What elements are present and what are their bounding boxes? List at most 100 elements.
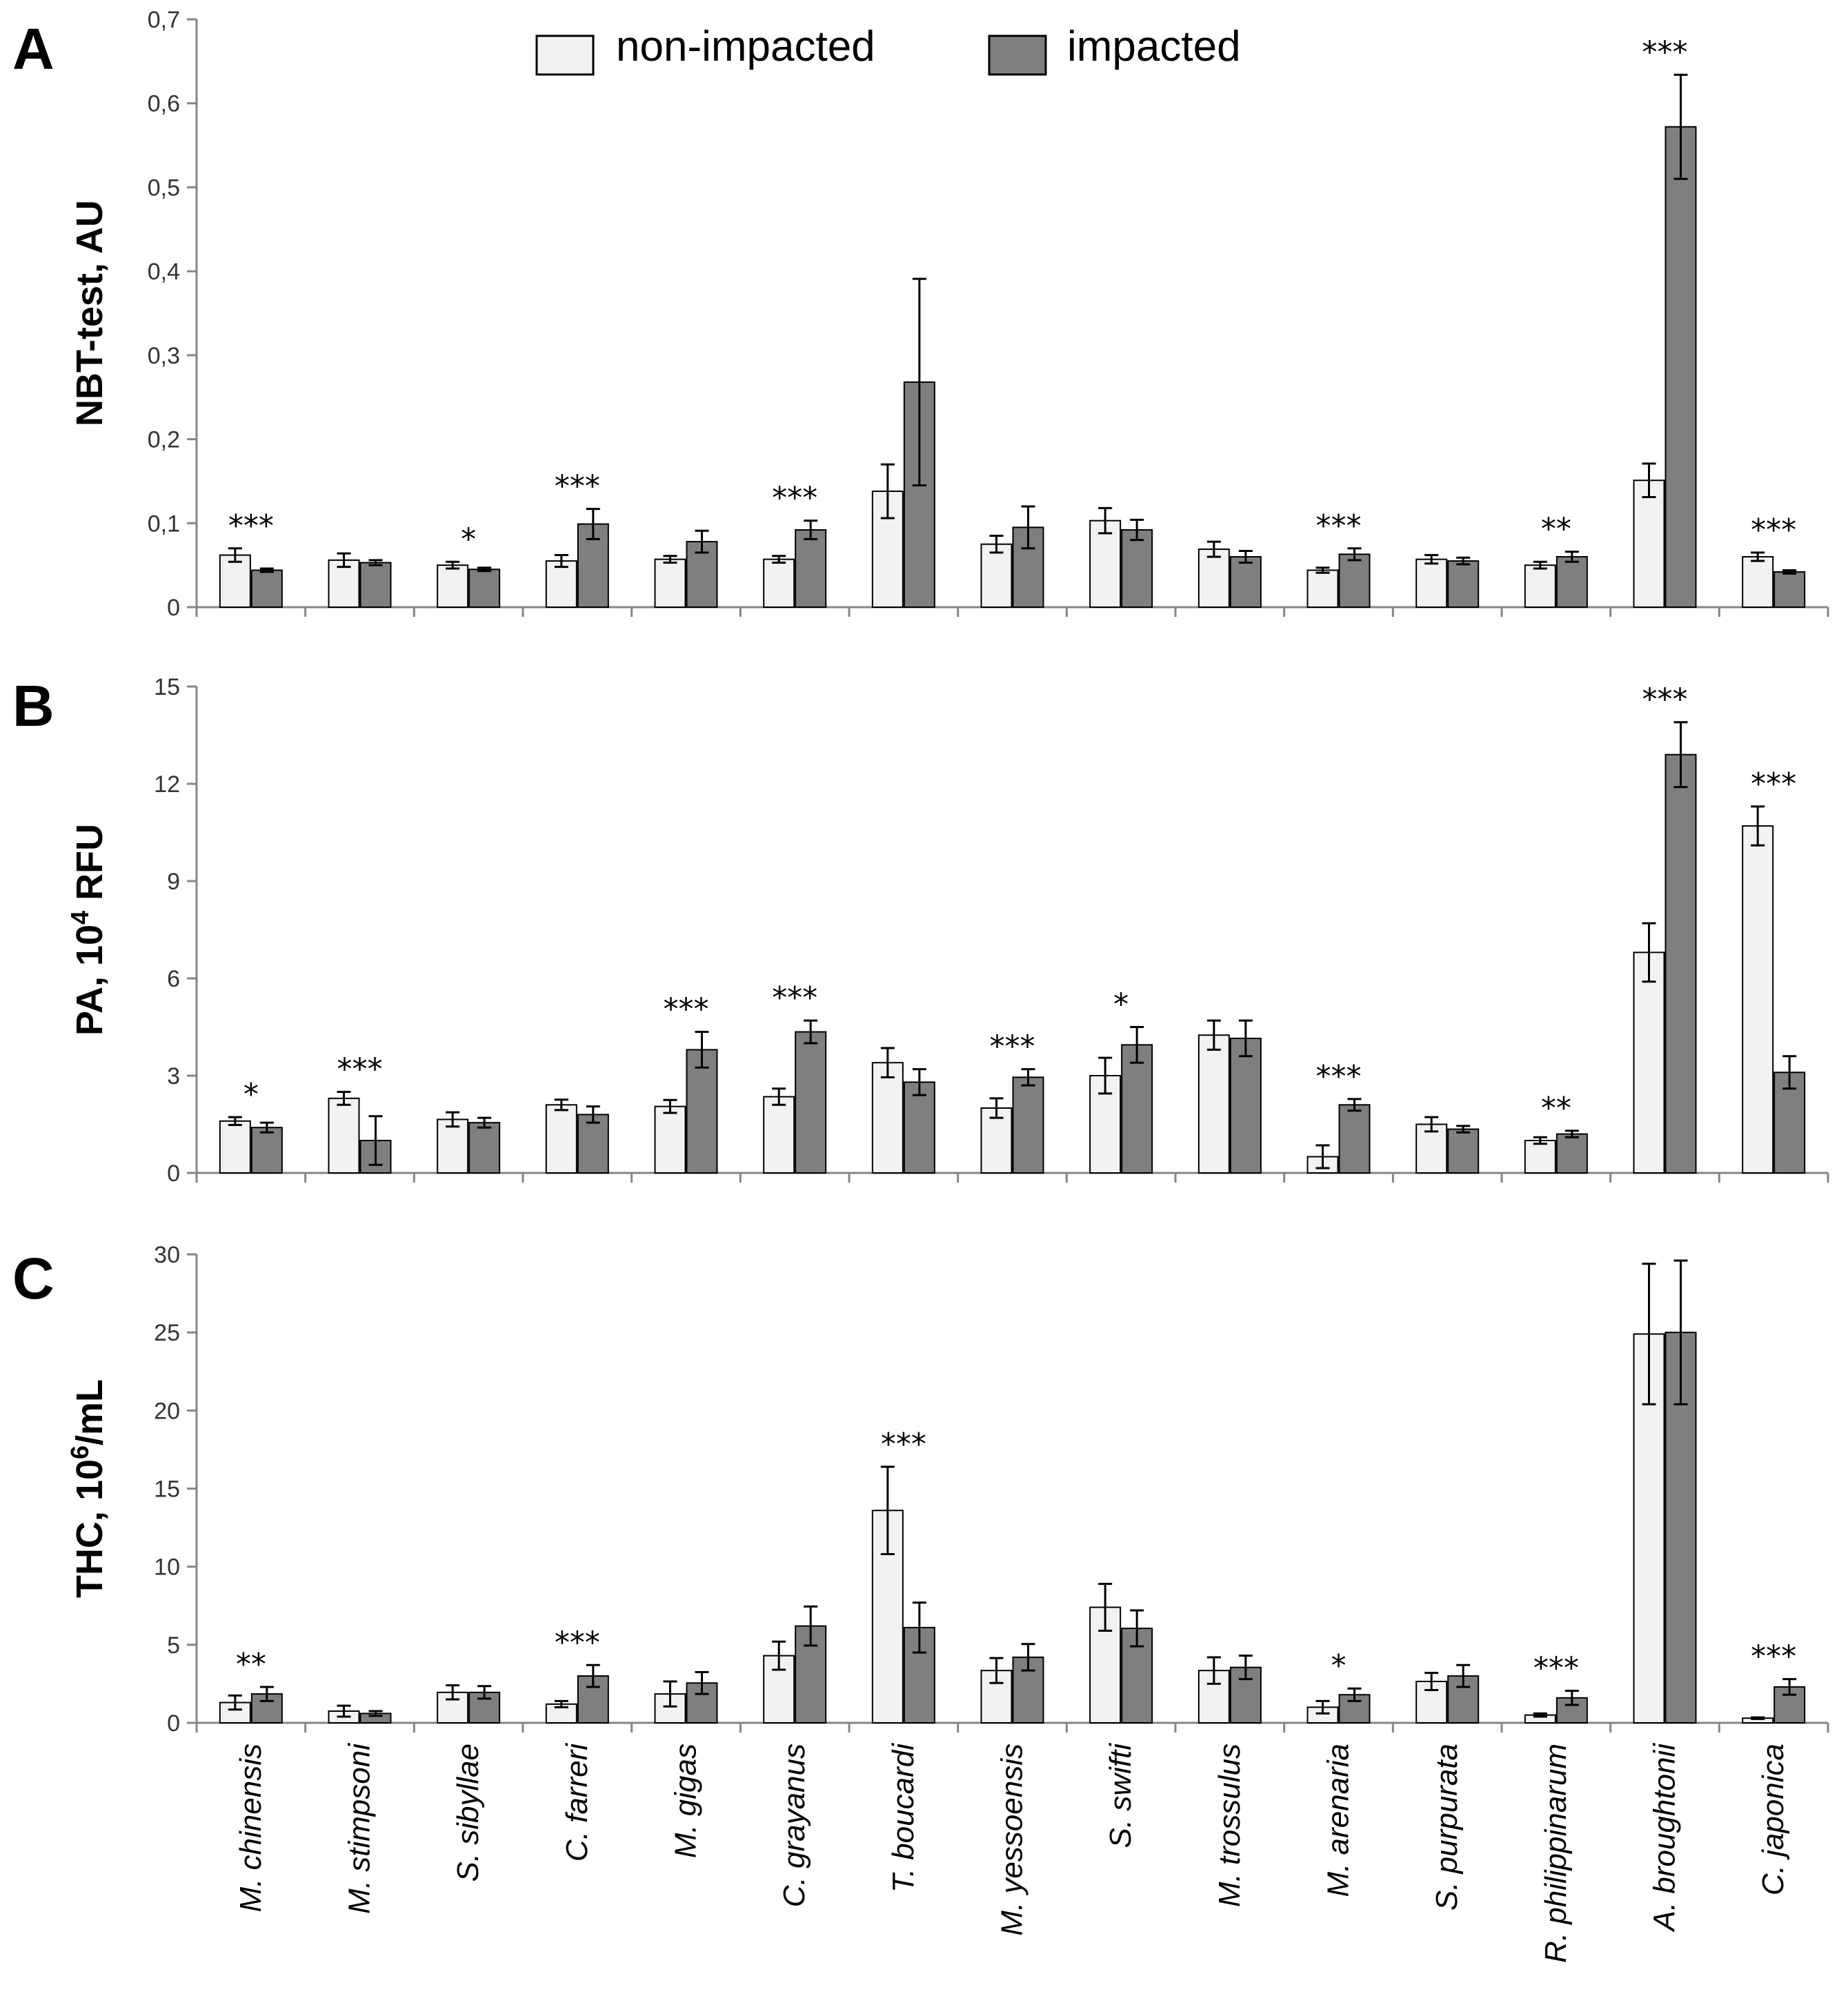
- y-tick-label-c: 10: [154, 1554, 180, 1581]
- bar-a-impacted-s-sibyllae: [468, 569, 501, 609]
- y-axis-title-a: NBT-test, AU: [69, 200, 110, 426]
- legend-label-non-impacted: non-impacted: [616, 23, 875, 70]
- y-tick-label-b: 6: [167, 966, 180, 992]
- y-tick-label-b: 15: [154, 674, 180, 700]
- significance-a-c-japonica: ***: [1751, 513, 1796, 548]
- bar-a-impacted-a-broughtonii: [1665, 126, 1697, 608]
- bar-b-impacted-s-swifti: [1121, 1044, 1153, 1174]
- significance-b-m-arenaria: ***: [1316, 1059, 1362, 1094]
- significance-c-c-japonica: ***: [1751, 1639, 1796, 1675]
- bar-a-non-impacted-m-gigas: [654, 558, 686, 609]
- bar-b-non-impacted-s-sibyllae: [437, 1118, 469, 1174]
- bar-b-impacted-r-philippinarum: [1556, 1133, 1588, 1174]
- bar-b-impacted-s-purpurata: [1447, 1128, 1480, 1174]
- bar-a-impacted-r-philippinarum: [1556, 555, 1588, 609]
- bar-a-non-impacted-c-grayanus: [763, 558, 795, 609]
- y-axis-title-main-c: THC, 10: [69, 1459, 110, 1598]
- bar-b-impacted-a-broughtonii: [1665, 753, 1697, 1174]
- significance-b-r-philippinarum: **: [1541, 1091, 1571, 1126]
- significance-b-m-stimpsoni: ***: [337, 1052, 383, 1087]
- bar-b-non-impacted-c-japonica: [1742, 825, 1774, 1174]
- bar-a-impacted-m-stimpsoni: [359, 562, 392, 609]
- bar-b-impacted-s-sibyllae: [468, 1122, 501, 1174]
- bar-b-impacted-t-boucardi: [903, 1081, 935, 1174]
- bar-c-non-impacted-m-gigas: [654, 1693, 686, 1724]
- y-tick-label-a: 0,6: [148, 91, 180, 117]
- category-label-c-japonica: C. japonica: [1756, 1744, 1790, 1895]
- legend-label-impacted: impacted: [1067, 23, 1241, 70]
- bar-b-non-impacted-m-trossulus: [1198, 1034, 1230, 1174]
- bar-a-non-impacted-r-philippinarum: [1524, 564, 1556, 609]
- category-label-m-gigas: M. gigas: [669, 1744, 703, 1858]
- bar-b-impacted-m-arenaria: [1338, 1104, 1371, 1174]
- y-tick-label-a: 0,1: [148, 511, 180, 537]
- y-tick-label-c: 0: [167, 1710, 180, 1737]
- bar-a-impacted-m-yessoensis: [1012, 526, 1044, 608]
- y-tick-label-c: 20: [154, 1398, 180, 1424]
- bar-b-non-impacted-m-gigas: [654, 1105, 686, 1174]
- y-tick-label-b: 3: [167, 1063, 180, 1089]
- category-label-s-sibyllae: S. sibyllae: [451, 1744, 485, 1882]
- bar-b-impacted-m-yessoensis: [1012, 1076, 1044, 1174]
- significance-b-c-japonica: ***: [1751, 767, 1796, 802]
- significance-b-m-gigas: ***: [664, 992, 709, 1027]
- bar-a-impacted-s-swifti: [1121, 529, 1153, 608]
- y-tick-label-c: 15: [154, 1477, 180, 1503]
- bar-a-non-impacted-m-trossulus: [1198, 549, 1230, 609]
- bar-b-impacted-m-trossulus: [1229, 1037, 1262, 1174]
- bar-a-non-impacted-c-japonica: [1742, 555, 1774, 609]
- bar-a-impacted-m-chinensis: [250, 569, 283, 609]
- bar-a-non-impacted-m-yessoensis: [980, 543, 1013, 609]
- y-tick-label-a: 0,2: [148, 427, 180, 453]
- bar-b-non-impacted-t-boucardi: [871, 1062, 904, 1174]
- bar-a-non-impacted-m-stimpsoni: [328, 559, 360, 609]
- bar-a-non-impacted-m-arenaria: [1306, 569, 1339, 609]
- significance-a-m-chinensis: ***: [228, 509, 274, 544]
- significance-b-c-grayanus: ***: [772, 980, 817, 1016]
- bar-b-non-impacted-c-grayanus: [763, 1096, 795, 1174]
- significance-a-c-grayanus: ***: [772, 481, 817, 516]
- y-axis-title-tail-c: /mL: [69, 1379, 110, 1445]
- significance-a-c-farreri: ***: [555, 469, 600, 504]
- bar-b-non-impacted-r-philippinarum: [1524, 1140, 1556, 1174]
- bar-a-non-impacted-s-purpurata: [1415, 558, 1448, 609]
- bar-c-impacted-a-broughtonii: [1665, 1332, 1697, 1724]
- category-label-t-boucardi: T. boucardi: [886, 1743, 920, 1893]
- significance-c-m-arenaria: *: [1331, 1648, 1347, 1684]
- bar-a-impacted-s-purpurata: [1447, 560, 1480, 608]
- y-tick-label-b: 0: [167, 1161, 180, 1187]
- bar-a-non-impacted-c-farreri: [545, 560, 577, 608]
- significance-b-s-swifti: *: [1113, 987, 1129, 1023]
- y-axis-title-sup-b: 4: [66, 911, 94, 925]
- category-labels: M. chinensis M. stimpsoni S. sibyllae C. fa…: [234, 1743, 1790, 1963]
- category-label-m-trossulus: M. trossulus: [1213, 1744, 1246, 1907]
- y-tick-label-a: 0: [167, 595, 180, 621]
- significance-c-m-chinensis: **: [236, 1647, 266, 1682]
- significance-c-r-philippinarum: ***: [1533, 1651, 1579, 1686]
- y-tick-label-a: 0,7: [148, 7, 180, 33]
- bar-b-impacted-m-chinensis: [250, 1127, 283, 1174]
- category-label-r-philippinarum: R. philippinarum: [1539, 1744, 1573, 1963]
- y-tick-label-c: 30: [154, 1242, 180, 1268]
- panel-letter-b: B: [12, 673, 54, 738]
- significance-b-m-yessoensis: ***: [990, 1029, 1035, 1065]
- y-axis-title-main-a: NBT-test, AU: [69, 200, 110, 426]
- significance-a-r-philippinarum: **: [1541, 512, 1571, 547]
- bar-a-non-impacted-s-swifti: [1089, 520, 1122, 608]
- category-label-m-yessoensis: M. yessoensis: [995, 1744, 1029, 1936]
- significance-c-c-farreri: ***: [555, 1625, 600, 1660]
- bar-a-non-impacted-a-broughtonii: [1633, 480, 1665, 608]
- y-axis-title-main-b: PA, 10: [69, 925, 110, 1036]
- bar-a-impacted-c-japonica: [1774, 571, 1806, 609]
- panel-letter-c: C: [12, 1246, 54, 1311]
- significance-a-a-broughtonii: ***: [1642, 34, 1688, 70]
- y-axis-title-c: THC, 106/mL: [66, 1379, 110, 1598]
- y-axis-title-sup-c: 6: [66, 1445, 94, 1459]
- y-tick-label-b: 12: [154, 771, 180, 798]
- category-label-m-arenaria: M. arenaria: [1322, 1744, 1355, 1897]
- category-label-a-broughtonii: A. broughtonii: [1648, 1743, 1682, 1933]
